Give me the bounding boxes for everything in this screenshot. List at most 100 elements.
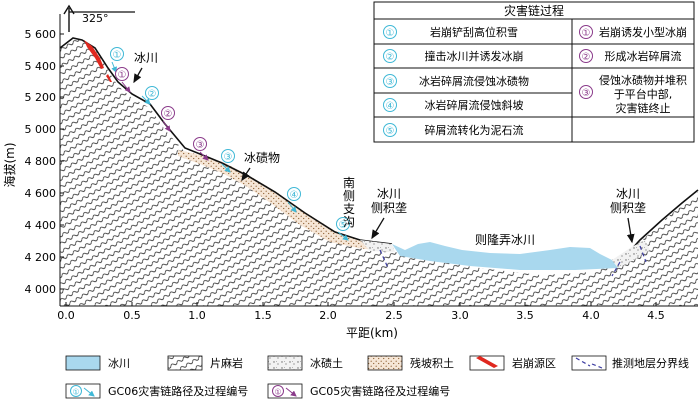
table-row-num: ②: [386, 52, 395, 63]
x-tick-label: 1.5: [254, 309, 272, 322]
table-row-text2-line: 灾害链终止: [616, 101, 671, 115]
marker-num: ③: [196, 140, 205, 151]
marker-num: ③: [224, 152, 233, 163]
y-tick-label: 5 600: [25, 28, 57, 41]
y-tick-label: 5 200: [25, 91, 57, 104]
legend-gc06-num: ①: [72, 388, 79, 397]
table-left-nums: [383, 25, 397, 137]
marker-num: ①: [118, 70, 127, 81]
process-table: 灾害链过程 ① ② ③ ④ ⑤ 岩崩铲刮高位积雪 撞击冰川并诱发冰崩 冰岩碎屑流…: [373, 1, 695, 143]
x-tick-label: 1.0: [188, 309, 206, 322]
legend-gc06-label: GC06灾害链路径及过程编号: [108, 384, 248, 398]
table-row-num: ④: [386, 101, 395, 112]
table-row-num2: ②: [582, 52, 591, 63]
gneiss-bedrock: [60, 38, 698, 306]
legend-gc05-num: ①: [274, 388, 281, 397]
y-tick-label: 4 800: [25, 155, 57, 168]
x-tick-label: 3.5: [516, 309, 534, 322]
legend-boundary-swatch: [575, 357, 603, 369]
y-axis-title: 海拔(m): [2, 142, 17, 187]
legend-gc06-icon: [70, 385, 82, 397]
compass-indicator: 325°: [63, 4, 135, 32]
y-tick-label: 4 000: [25, 283, 57, 296]
lateral-left-line2: 侧积垄: [371, 201, 407, 215]
x-axis: 0.0 0.5 1.0 1.5 2.0 2.5 3.0 3.5 4.0 4.5 …: [57, 302, 698, 340]
south-branch-char: 侧: [343, 189, 355, 203]
x-axis-title: 平距(km): [346, 326, 398, 340]
gc06-marker-2: ②: [141, 86, 159, 105]
south-branch-char: 南: [343, 175, 355, 190]
marker-num: ②: [148, 89, 157, 100]
legend-source-swatch: [476, 356, 498, 368]
table-row-text: 冰岩碎屑流侵蚀冰碛物: [419, 74, 529, 88]
boundary-line: [611, 261, 621, 277]
y-tick-label: 4 600: [25, 187, 57, 200]
moraine-label: 冰碛物: [244, 151, 280, 165]
gc05-marker-1: ①: [115, 67, 131, 93]
table-row-num2: ①: [582, 28, 591, 39]
south-branch-char: 沟: [343, 215, 355, 229]
table-row-text: 冰岩碎屑流侵蚀斜坡: [425, 98, 524, 112]
legend-gc05-label: GC05灾害链路径及过程编号: [310, 384, 450, 398]
legend-moraine-swatch: [267, 355, 303, 371]
table-right-nums: [579, 25, 593, 99]
legend-moraine-label: 冰碛土: [310, 357, 343, 370]
table-row-num2: ③: [582, 88, 591, 99]
compass-label: 325°: [82, 12, 109, 25]
moraine-layer: [178, 150, 392, 252]
table-row-num: ③: [386, 77, 395, 88]
y-tick-label: 5 000: [25, 123, 57, 136]
south-branch-char: 支: [343, 202, 355, 216]
lateral-left-line1: 冰川: [377, 187, 401, 201]
legend-glacier-label: 冰川: [108, 357, 130, 370]
gc06-marker-5: ⑤: [336, 217, 350, 241]
y-axis: 5 600 5 400 5 200 5 000 4 800 4 600 4 40…: [2, 14, 64, 306]
x-tick-label: 4.0: [582, 309, 600, 322]
x-tick-label: 0.0: [57, 309, 75, 322]
table-title: 灾害链过程: [504, 3, 564, 18]
table-row-text: 撞击冰川并诱发冰崩: [425, 49, 524, 63]
main-glacier-label: 则隆弄冰川: [475, 232, 535, 247]
marker-num: ④: [290, 190, 299, 201]
legend-glacier-swatch: [65, 355, 101, 371]
legend-residual-label: 残坡积土: [410, 356, 454, 370]
boundary-line: [639, 245, 647, 263]
table-row-text2: 形成冰岩碎屑流: [605, 49, 682, 63]
marker-num: ⑤: [339, 220, 348, 231]
left-lateral-moraine-fill: [360, 240, 395, 252]
table-row-text2-line: 侵蚀冰碛物并堆积: [599, 73, 687, 87]
legend-boundary-label: 推测地层分界线: [612, 356, 689, 370]
x-tick-label: 2.0: [319, 309, 337, 322]
legend-gc05-icon: [272, 385, 284, 397]
table-row-num: ⑤: [386, 126, 395, 137]
gc06-marker-3: ③: [221, 149, 235, 173]
zelongnong-glacier: [392, 242, 618, 270]
x-tick-label: 3.0: [451, 309, 469, 322]
x-tick-label: 4.5: [647, 309, 665, 322]
rockfall-source-zone: [84, 40, 104, 69]
table-row-text: 岩崩铲刮高位积雪: [430, 25, 518, 39]
legend-source-label: 岩崩源区: [512, 356, 556, 370]
x-tick-label: 2.5: [385, 309, 403, 322]
terrain-surface-line: [59, 37, 393, 245]
annotations: 冰川 冰碛物 南 侧 支 沟 冰川 侧积垄 则隆弄冰川 冰川 侧积垄: [133, 51, 646, 247]
gc06-marker-1: ①: [110, 47, 124, 73]
gc05-marker-3: ③: [193, 137, 209, 161]
lateral-right-line2: 侧积垄: [610, 201, 646, 215]
legend-residual-swatch: [367, 355, 403, 371]
table-row-num: ①: [386, 28, 395, 39]
gc05-marker-2: ②: [161, 106, 175, 132]
gc06-marker-4: ④: [287, 187, 301, 213]
table-row-text2-line: 于平台中部,: [614, 87, 673, 101]
y-tick-label: 4 200: [25, 251, 57, 264]
y-tick-label: 5 400: [25, 60, 57, 73]
legend-gneiss-label: 片麻岩: [210, 356, 243, 370]
table-row-text2: 岩崩诱发小型冰崩: [599, 25, 687, 39]
glacier-small-label: 冰川: [134, 51, 158, 65]
marker-num: ①: [113, 50, 122, 61]
path-markers: ① ① ② ② ③ ③ ④: [110, 47, 350, 241]
boundary-line: [379, 249, 389, 269]
legend-gneiss-swatch: [167, 355, 203, 371]
marker-num: ②: [164, 109, 173, 120]
legend: 冰川 片麻岩 冰碛土 残坡积土 岩崩源区 推测地层分界线 ① GC06灾害链路径…: [65, 355, 689, 399]
